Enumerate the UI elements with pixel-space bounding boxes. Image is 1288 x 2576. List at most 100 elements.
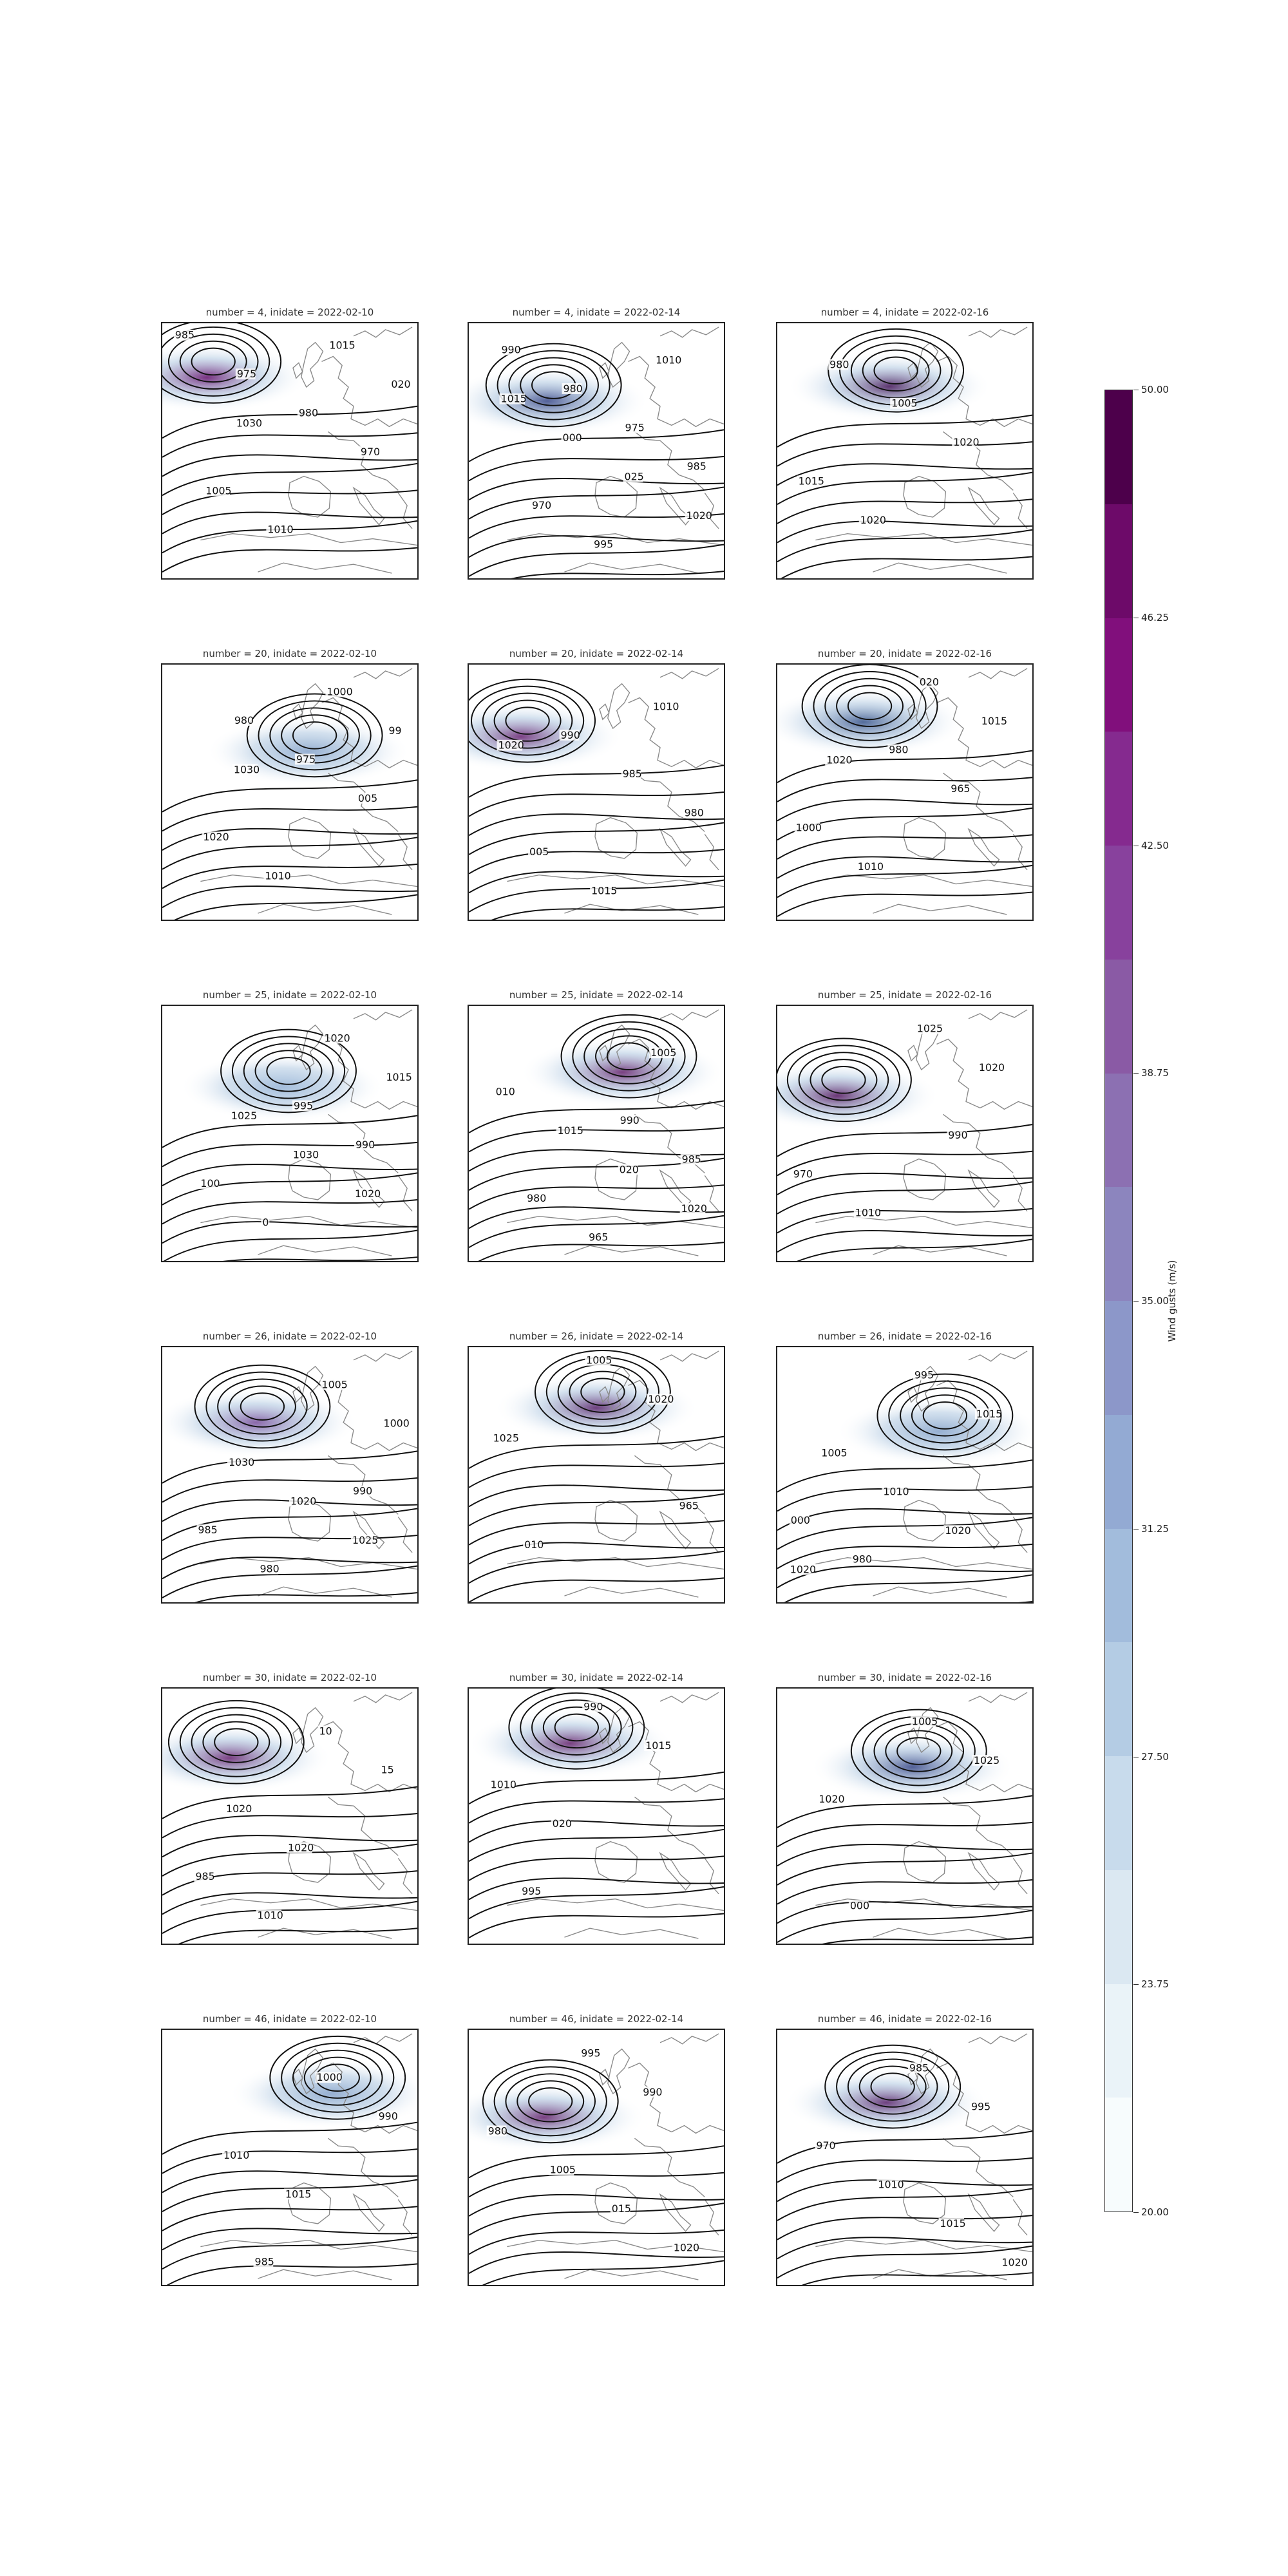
map-panel: 985 1010 10 15 1020 1020	[161, 1687, 419, 1945]
colorbar-level	[1105, 1869, 1132, 1984]
coastline	[564, 2269, 699, 2280]
coastline	[258, 1927, 392, 1939]
isobar	[266, 1057, 311, 1085]
isobar-label: 020	[920, 676, 939, 688]
isobar	[469, 2229, 724, 2255]
wind-gust-field	[469, 1708, 672, 1779]
isobar-label: 1020	[290, 1495, 316, 1508]
coastline	[200, 1215, 417, 1229]
isobar-label: 1020	[288, 1841, 314, 1853]
isobar-label: 980	[234, 714, 254, 726]
coastline	[942, 1113, 1014, 1173]
colorbar-tick-label: 46.25	[1141, 611, 1169, 623]
coastline	[873, 1927, 1007, 1939]
colorbar-tick	[1133, 1301, 1139, 1302]
isobar	[777, 750, 1032, 783]
isobar	[469, 1484, 724, 1508]
isobar	[777, 1566, 1032, 1589]
colorbar-tick-label: 27.50	[1141, 1750, 1169, 1763]
isobar-label: 15	[381, 1764, 394, 1776]
coastline	[659, 1350, 719, 1362]
map-panel: 990 985 980 965 1005 010 1015 020 1020	[468, 1005, 725, 1262]
coastline	[967, 1852, 1000, 1891]
isobar	[162, 1499, 417, 1522]
coastline	[634, 431, 705, 491]
coastline	[903, 817, 947, 859]
isobar	[469, 1542, 724, 1565]
panel-title: number = 4, inidate = 2022-02-10	[205, 307, 374, 318]
map-panel: 995 990 980 1005 015 1020	[468, 2029, 725, 2286]
isobar	[162, 489, 417, 515]
pressure-map: 985 1000 990 1010 1015	[162, 2033, 417, 2285]
isobar	[572, 1021, 686, 1092]
isobar-label: 995	[971, 2101, 990, 2113]
isobar-label: 1020	[674, 2242, 699, 2254]
isobar-label: 100	[200, 1177, 220, 1189]
isobar-label: 1020	[498, 739, 524, 752]
isobar	[777, 529, 1032, 563]
isobar-label: 965	[679, 1499, 699, 1511]
isobar	[469, 1206, 724, 1229]
coastline	[321, 1721, 417, 1793]
isobar	[469, 1877, 724, 1900]
isobar-label: 980	[299, 407, 318, 419]
isobar	[220, 1028, 357, 1113]
isobar	[469, 813, 724, 837]
isobar-label: 99	[388, 724, 401, 737]
coastline	[507, 533, 724, 546]
colorbar-label: Wind gusts (m/s)	[1166, 1260, 1178, 1342]
panel-title: number = 46, inidate = 2022-02-14	[509, 2013, 684, 2025]
isobar	[777, 441, 1032, 467]
isobar-label: 985	[195, 1870, 214, 1882]
isobar-label: 990	[355, 1139, 375, 1151]
isobar	[542, 1706, 611, 1749]
map-panel: 990 985 980 1005 1000 1030 1020 1025	[161, 1346, 419, 1604]
isobar	[162, 1786, 417, 1819]
isobar	[214, 1728, 259, 1756]
isobar-label: 1000	[796, 821, 822, 833]
colorbar-level	[1105, 844, 1132, 960]
isobar-label: 1010	[491, 1778, 516, 1790]
isobar-label: 1020	[790, 1563, 816, 1575]
isobar-label: 985	[687, 460, 706, 473]
coastline	[352, 1510, 385, 1549]
isobar	[534, 1349, 671, 1434]
isobar	[469, 1913, 724, 1938]
panel-title: number = 25, inidate = 2022-02-14	[509, 989, 684, 1001]
isobar	[796, 1238, 1032, 1261]
map-panel: 980 975 005 1020 1010 1000 99 1030	[161, 663, 419, 921]
isobar-label: 975	[237, 368, 256, 380]
pressure-map: 000 980 995 1015 1005 1010 1020 1020	[777, 1350, 1032, 1602]
isobar	[179, 340, 247, 383]
isobar	[520, 1692, 634, 1763]
isobar	[469, 1100, 724, 1133]
coastline	[258, 1245, 392, 1256]
isobar	[469, 791, 724, 817]
isobar	[469, 764, 724, 798]
coastline	[936, 2062, 1032, 2134]
isobar	[162, 1163, 417, 1187]
panel-title: number = 25, inidate = 2022-02-10	[202, 989, 377, 1001]
coastline	[942, 1796, 1014, 1856]
isobar	[469, 1493, 724, 1527]
isobar	[162, 2179, 417, 2212]
isobar	[162, 2228, 417, 2251]
coastline	[942, 2137, 1014, 2197]
wind-gust-field	[469, 366, 650, 437]
colorbar	[1104, 390, 1133, 2212]
isobar	[777, 520, 1032, 544]
isobar	[482, 2059, 619, 2144]
isobar-label: 990	[643, 2086, 662, 2098]
coastline	[1012, 1857, 1028, 1895]
coastline	[815, 1215, 1032, 1229]
isobar	[810, 1059, 878, 1101]
isobar-label: 1020	[860, 514, 886, 526]
isobar	[202, 1721, 270, 1763]
pressure-map: 990 970 1010 1025 1020	[777, 1009, 1032, 1261]
coastline	[321, 697, 417, 769]
isobar	[303, 2056, 372, 2099]
isobar	[777, 2188, 1032, 2221]
isobar	[167, 333, 259, 390]
isobar	[781, 556, 1032, 578]
map-panel: 000 980 995 1015 1005 1010 1020 1020	[776, 1346, 1034, 1604]
